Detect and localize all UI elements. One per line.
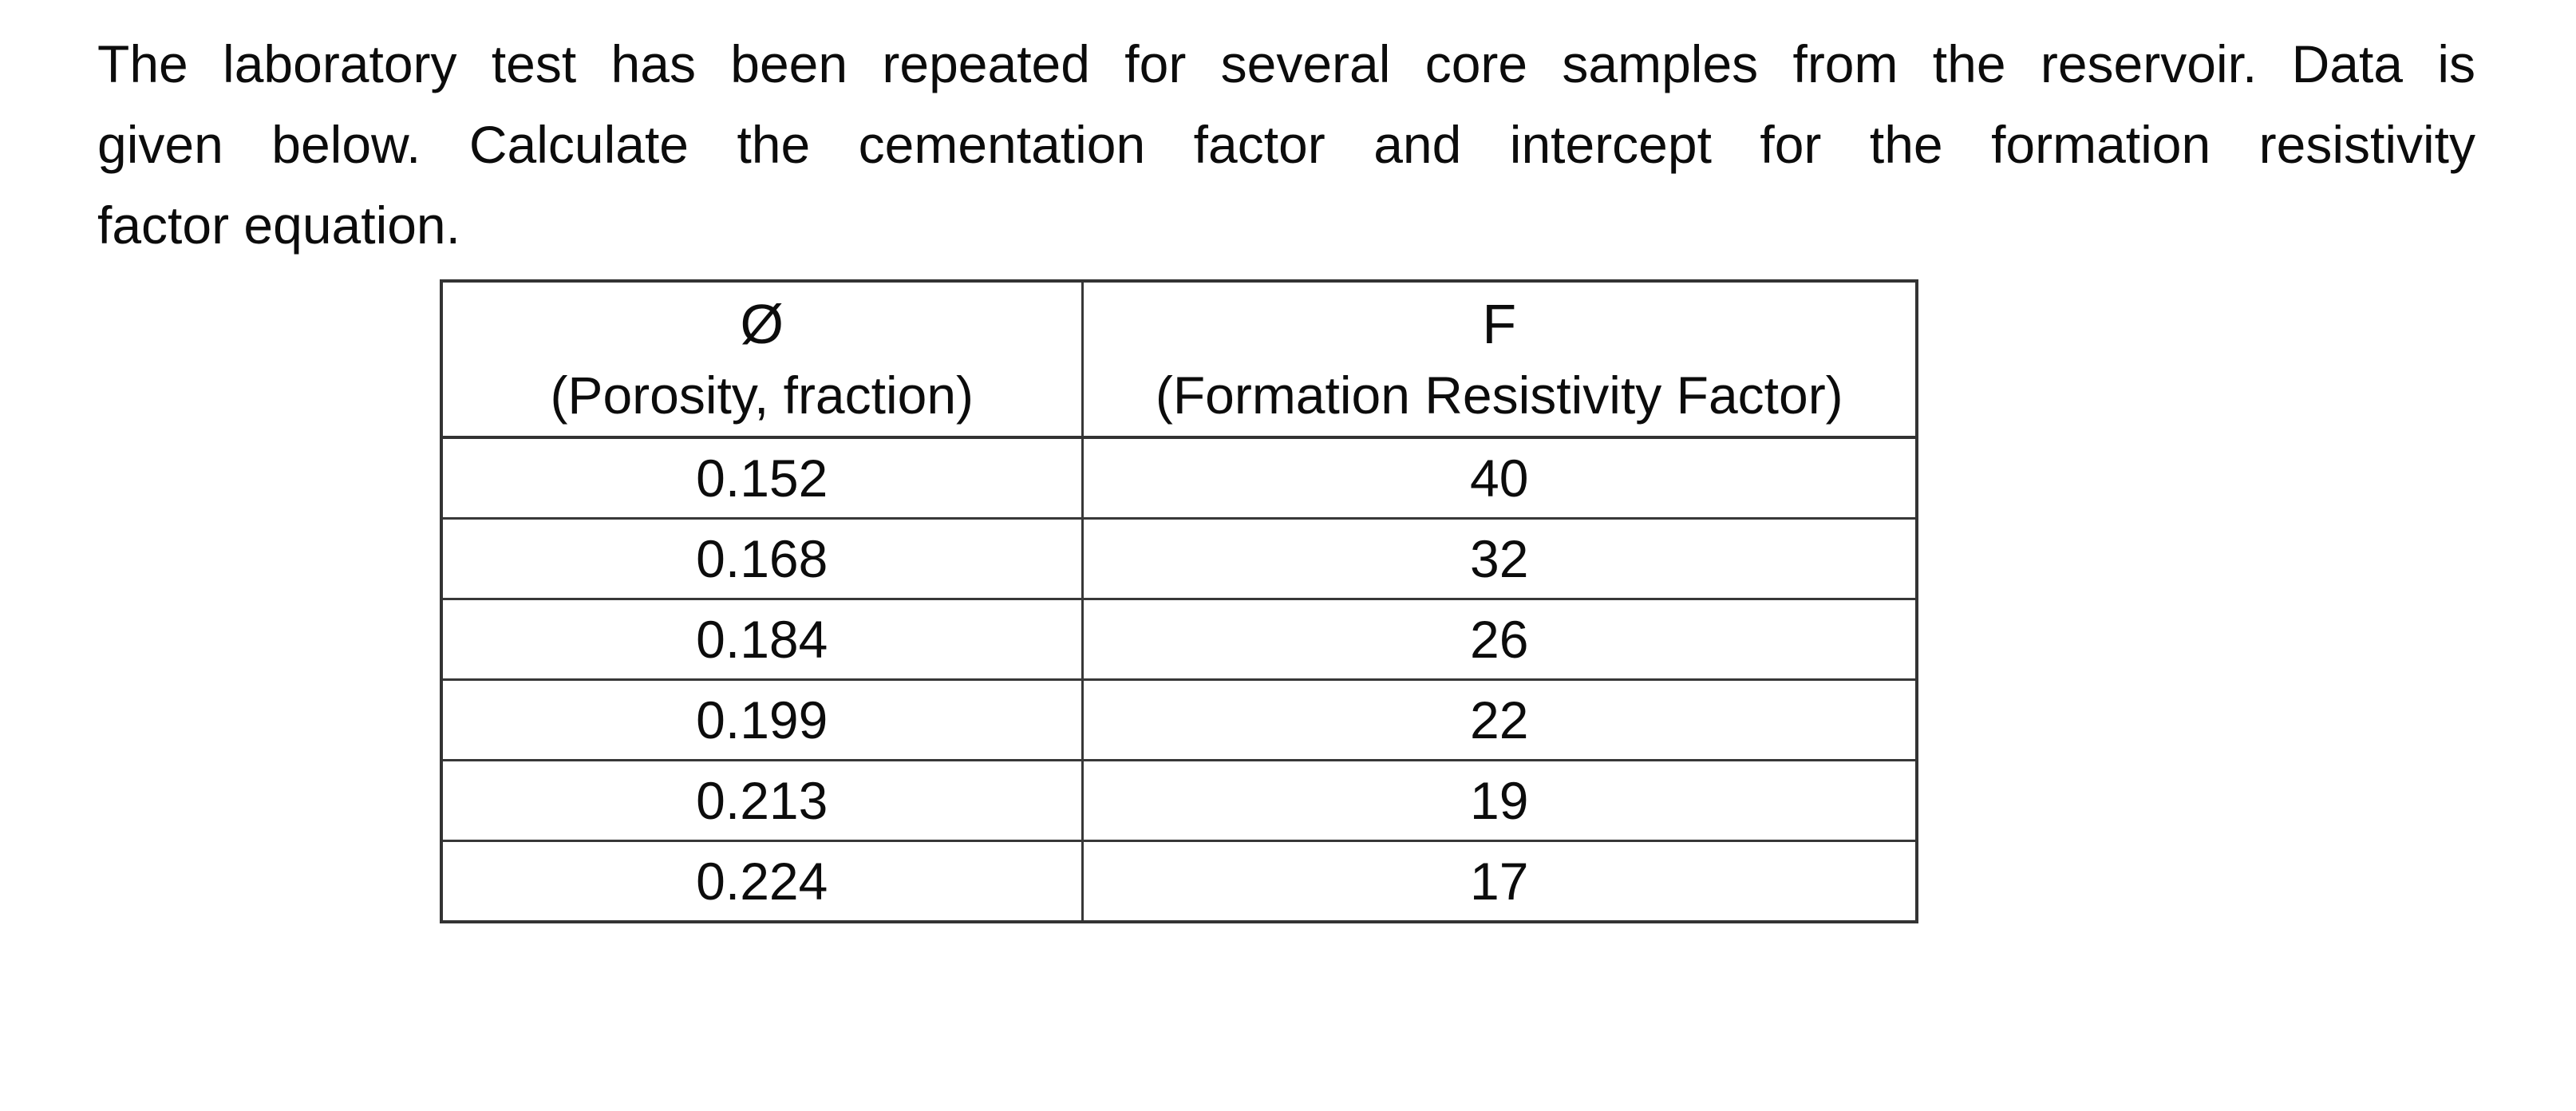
column-header-formation-factor: F (Formation Resistivity Factor)	[1081, 279, 1918, 439]
formation-factor-label: (Formation Resistivity Factor)	[1155, 366, 1843, 425]
header-row: Ø (Porosity, fraction) F (Formation Resi…	[440, 279, 1918, 439]
table-row: 0.224 17	[440, 840, 1918, 923]
table-row: 0.152 40	[440, 436, 1918, 520]
table-row: 0.168 32	[440, 517, 1918, 600]
factor-cell: 19	[1081, 759, 1918, 842]
porosity-symbol: Ø	[740, 293, 784, 355]
factor-cell: 40	[1081, 436, 1918, 520]
porosity-cell: 0.152	[440, 436, 1084, 520]
core-sample-data-table: Ø (Porosity, fraction) F (Formation Resi…	[440, 279, 1918, 923]
factor-cell: 32	[1081, 517, 1918, 600]
question-line-3: factor equation.	[97, 196, 460, 255]
porosity-cell: 0.213	[440, 759, 1084, 842]
table-row: 0.199 22	[440, 678, 1918, 761]
question-line-1: The laboratory test has been repeated fo…	[97, 34, 2475, 93]
table-header: Ø (Porosity, fraction) F (Formation Resi…	[440, 279, 1918, 439]
table-row: 0.213 19	[440, 759, 1918, 842]
formation-factor-symbol: F	[1482, 293, 1517, 355]
table-body: 0.152 40 0.168 32 0.184 26 0.199 22 0.21…	[440, 436, 1918, 923]
porosity-label: (Porosity, fraction)	[550, 366, 974, 425]
porosity-cell: 0.168	[440, 517, 1084, 600]
porosity-cell: 0.184	[440, 598, 1084, 681]
column-header-porosity: Ø (Porosity, fraction)	[440, 279, 1084, 439]
table-row: 0.184 26	[440, 598, 1918, 681]
factor-cell: 26	[1081, 598, 1918, 681]
factor-cell: 17	[1081, 840, 1918, 923]
question-line-2: given below. Calculate the cementation f…	[97, 115, 2475, 174]
porosity-cell: 0.199	[440, 678, 1084, 761]
porosity-cell: 0.224	[440, 840, 1084, 923]
factor-cell: 22	[1081, 678, 1918, 761]
question-paragraph: The laboratory test has been repeated fo…	[97, 24, 2475, 266]
